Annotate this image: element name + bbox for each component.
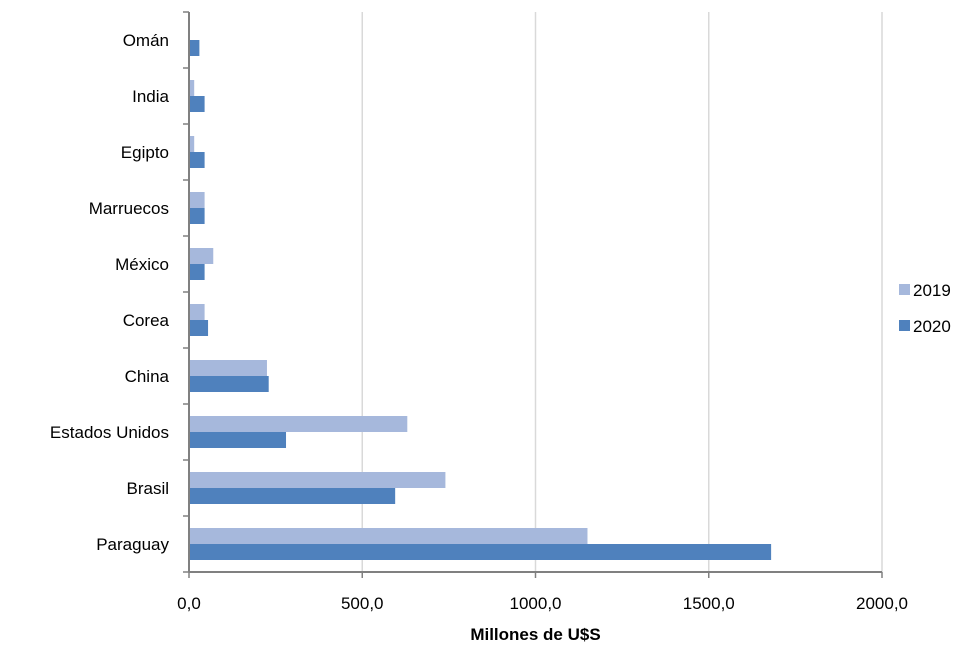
- bar-2020-paraguay: [189, 544, 772, 560]
- bar-2019-paraguay: [189, 528, 588, 544]
- x-tick-label: 1500,0: [683, 594, 735, 613]
- x-tick-label: 0,0: [177, 594, 201, 613]
- bar-2020-omán: [189, 40, 200, 56]
- category-label: Omán: [123, 31, 169, 50]
- x-tick-labels: 0,0 500,0 1000,0 1500,0 2000,0: [177, 594, 908, 613]
- category-label: Paraguay: [96, 535, 169, 554]
- bar-2020-marruecos: [189, 208, 205, 224]
- bar-2020-méxico: [189, 264, 205, 280]
- category-label: Estados Unidos: [50, 423, 169, 442]
- legend-label-2019: 2019: [913, 281, 951, 300]
- bar-2019-corea: [189, 304, 205, 320]
- bar-2019-brasil: [189, 472, 446, 488]
- x-tick-label: 2000,0: [856, 594, 908, 613]
- legend-swatch-2019: [899, 284, 910, 295]
- x-tick-label: 500,0: [341, 594, 384, 613]
- bar-2020-egipto: [189, 152, 205, 168]
- category-label: China: [125, 367, 170, 386]
- bar-2020-brasil: [189, 488, 396, 504]
- legend: 2019 2020: [899, 281, 951, 336]
- category-label: India: [132, 87, 169, 106]
- category-label: Marruecos: [89, 199, 169, 218]
- category-label: México: [115, 255, 169, 274]
- bar-2019-marruecos: [189, 192, 205, 208]
- bar-2020-india: [189, 96, 205, 112]
- bar-2019-china: [189, 360, 267, 376]
- legend-label-2020: 2020: [913, 317, 951, 336]
- category-label: Corea: [123, 311, 170, 330]
- category-labels: Omán India Egipto Marruecos México Corea China…: [50, 31, 170, 554]
- category-label: Egipto: [121, 143, 169, 162]
- category-label: Brasil: [126, 479, 169, 498]
- bar-2019-estados-unidos: [189, 416, 408, 432]
- bar-2019-india: [189, 80, 195, 96]
- bar-2020-china: [189, 376, 269, 392]
- bar-2019-egipto: [189, 136, 195, 152]
- x-axis-title: Millones de U$S: [470, 625, 600, 644]
- bar-2019-méxico: [189, 248, 214, 264]
- bars: [189, 40, 772, 560]
- axes: [183, 11, 883, 578]
- legend-swatch-2020: [899, 320, 910, 331]
- x-tick-label: 1000,0: [510, 594, 562, 613]
- bar-2020-estados-unidos: [189, 432, 287, 448]
- bar-2020-corea: [189, 320, 209, 336]
